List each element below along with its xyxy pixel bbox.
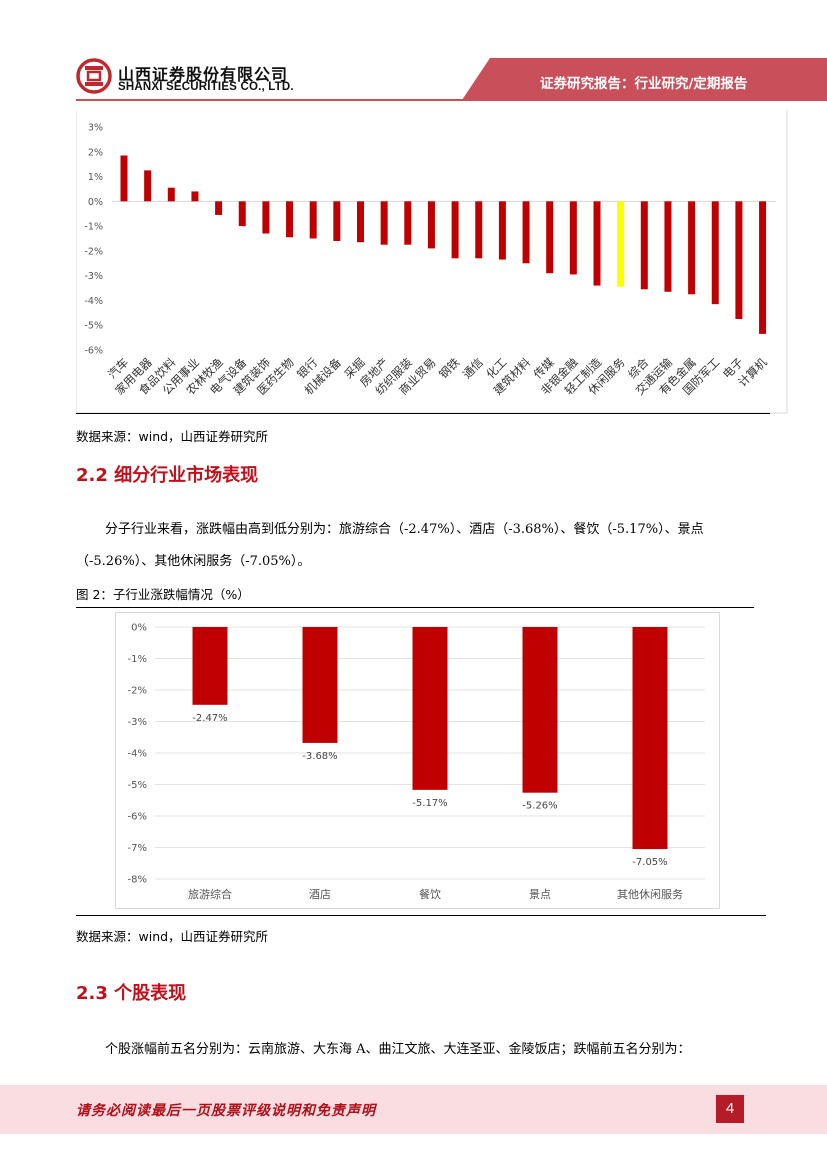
x-category-label: 餐饮 <box>419 887 441 901</box>
bar <box>144 170 152 202</box>
bar <box>522 627 558 793</box>
y-tick-label: -4% <box>85 296 104 307</box>
data-label: -3.68% <box>302 751 337 762</box>
bar <box>498 201 506 260</box>
section-2-2-paragraph-line2: （-5.26%）、其他休闲服务（-7.05%）。 <box>76 554 311 569</box>
x-category-label: 旅游综合 <box>188 887 232 901</box>
y-tick-label: -5% <box>128 780 147 791</box>
bar <box>412 627 448 790</box>
x-category-label: 酒店 <box>309 887 331 901</box>
report-type: 证券研究报告：行业研究/定期报告 <box>540 76 748 92</box>
company-name-en: SHANXI SECURITIES CO., LTD. <box>118 81 294 93</box>
x-category-label: 其他休闲服务 <box>617 887 683 901</box>
footer-disclaimer: 请务必阅读最后一页股票评级说明和免责声明 <box>76 1103 376 1119</box>
bar <box>640 201 648 290</box>
section-2-3-paragraph-line1: 个股涨幅前五名分别为：云南旅游、大东海 A、曲江文旅、大连圣亚、金陵饭店；跌幅前… <box>105 1042 691 1057</box>
x-category-label: 景点 <box>529 888 551 901</box>
page-header: 山西证券股份有限公司 SHANXI SECURITIES CO., LTD. 证… <box>0 0 827 105</box>
industry-return-chart: 3%2%1%0%-1%-2%-3%-4%-5%-6% 汽车家用电器食品饮料公用事… <box>76 110 788 414</box>
bar <box>546 201 554 274</box>
bar <box>711 201 719 305</box>
page-footer: 请务必阅读最后一页股票评级说明和免责声明 4 <box>0 1085 827 1134</box>
y-tick-label: 0% <box>88 197 103 208</box>
y-tick-label: -4% <box>128 749 147 760</box>
bar <box>380 201 388 245</box>
bar <box>688 201 696 295</box>
bar <box>522 201 530 264</box>
y-tick-label: -2% <box>128 686 147 697</box>
bar <box>238 201 246 227</box>
x-category-label: 通信 <box>460 355 486 381</box>
y-tick-label: -5% <box>85 321 104 332</box>
data-label: -5.17% <box>412 798 447 809</box>
y-tick-label: -7% <box>128 843 147 854</box>
bar <box>664 201 672 292</box>
bar <box>404 201 412 245</box>
bar <box>427 201 435 249</box>
bar <box>191 191 199 202</box>
bar <box>451 201 459 259</box>
bar <box>262 201 270 234</box>
y-tick-label: -8% <box>128 875 147 886</box>
data-label: -2.47% <box>192 713 227 724</box>
sub-industry-return-chart: 0% -1% -2% -3% -4% -5% -6% -7% -8% -2.47% -3.68% -… <box>115 612 720 909</box>
bar <box>759 201 767 334</box>
bar <box>357 201 364 243</box>
bar <box>569 201 577 275</box>
section-2-3-title: 2.3 个股表现 <box>76 983 187 1004</box>
bar <box>475 201 483 259</box>
figure-2-caption: 图 2：子行业涨跌幅情况（%） <box>76 587 250 602</box>
bar <box>735 201 743 320</box>
company-name-cn: 山西证券股份有限公司 <box>118 65 289 84</box>
chart1-bottom-rule <box>76 413 770 414</box>
y-tick-label: -6% <box>128 812 147 823</box>
section-2-2-paragraph-line1: 分子行业来看，涨跌幅由高到低分别为：旅游综合（-2.47%）、酒店（-3.68%… <box>105 522 704 537</box>
bar <box>617 201 625 287</box>
y-tick-label: 1% <box>88 172 103 183</box>
header-band <box>76 58 827 101</box>
y-tick-label: -2% <box>85 246 104 257</box>
y-tick-label: 2% <box>88 147 103 158</box>
bar <box>333 201 341 241</box>
bar <box>309 201 317 239</box>
chart2-top-rule <box>76 607 754 608</box>
bar <box>286 201 294 238</box>
bar <box>192 627 228 705</box>
chart1-source: 数据来源：wind，山西证券研究所 <box>76 429 269 444</box>
data-label: -7.05% <box>632 857 667 868</box>
data-label: -5.26% <box>522 801 557 812</box>
y-tick-label: -1% <box>85 222 104 233</box>
bar <box>215 201 223 215</box>
bar <box>167 187 175 202</box>
company-logo-icon <box>76 58 112 94</box>
x-category-label: 钢铁 <box>436 355 463 382</box>
bar <box>302 627 338 743</box>
y-tick-label: -3% <box>128 717 147 728</box>
chart2-bottom-rule <box>76 915 766 916</box>
bar <box>593 201 601 286</box>
bar <box>632 627 668 850</box>
y-tick-label: -6% <box>85 346 104 357</box>
y-tick-label: -1% <box>128 654 147 665</box>
y-tick-label: 3% <box>88 123 103 134</box>
y-tick-label: -3% <box>85 271 104 282</box>
section-2-2-title: 2.2 细分行业市场表现 <box>76 465 259 486</box>
page-number: 4 <box>716 1095 744 1123</box>
y-tick-label: 0% <box>131 623 147 634</box>
chart2-source: 数据来源：wind，山西证券研究所 <box>76 929 269 944</box>
bar <box>120 155 128 202</box>
